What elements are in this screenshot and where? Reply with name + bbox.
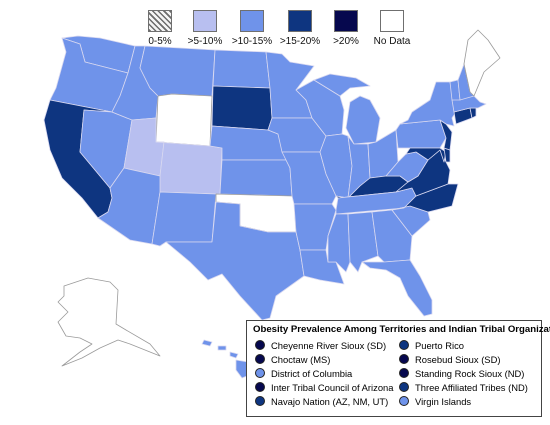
state-mt — [139, 45, 216, 97]
subgroup-name: Standing Rock Sioux (ND) — [415, 367, 525, 379]
subgroup-name: District of Columbia — [271, 367, 353, 379]
state-ak — [57, 277, 161, 367]
state-ks — [219, 159, 293, 197]
legend-item-15-20: >15-20% — [270, 10, 330, 47]
subgroup-legend-box: Obesity Prevalence Among Territories and… — [246, 320, 550, 417]
legend-swatch-hatched — [148, 10, 172, 32]
subgroup-item: Choctaw (MS) — [255, 353, 330, 365]
subgroup-dot — [399, 396, 409, 406]
subgroup-dot — [255, 382, 265, 392]
subgroup-item: Cheyenne River Sioux (SD) — [255, 339, 386, 351]
subgroup-dot — [399, 382, 409, 392]
subgroup-name: Choctaw (MS) — [271, 353, 331, 365]
legend-swatch — [380, 10, 404, 32]
legend-item-0-5: 0-5% — [130, 10, 190, 47]
state-mi — [345, 95, 381, 145]
state-az — [97, 167, 161, 245]
subgroup-item: Virgin Islands — [399, 395, 471, 407]
subgroup-name: Rosebud Sioux (SD) — [415, 353, 501, 365]
state-la — [299, 249, 345, 285]
legend-swatch — [193, 10, 217, 32]
subgroup-dot — [255, 340, 265, 350]
subgroup-dot — [255, 354, 265, 364]
subgroup-item: Three Affiliated Tribes (ND) — [399, 381, 528, 393]
state-nm — [151, 191, 217, 247]
state-ny — [399, 81, 457, 127]
state-me — [463, 29, 501, 97]
state-ar — [293, 203, 337, 251]
subgroup-legend-title: Obesity Prevalence Among Territories and… — [253, 324, 550, 335]
legend-label: 0-5% — [148, 36, 172, 47]
state-hi — [229, 351, 239, 359]
legend-item-5-10: >5-10% — [175, 10, 235, 47]
state-pa — [395, 119, 447, 149]
state-md — [405, 147, 447, 163]
state-ms — [327, 213, 351, 273]
subgroup-dot — [399, 368, 409, 378]
legend-item-10-15: >10-15% — [222, 10, 282, 47]
state-mi-upper — [313, 73, 371, 97]
subgroup-name: Cheyenne River Sioux (SD) — [271, 339, 387, 351]
subgroup-item: Inter Tribal Council of Arizona — [255, 381, 393, 393]
subgroup-item: Rosebud Sioux (SD) — [399, 353, 500, 365]
legend-label: >10-15% — [231, 36, 273, 47]
legend-item-20-plus: >20% — [316, 10, 376, 47]
legend-label: >5-10% — [187, 36, 223, 47]
subgroup-dot — [399, 354, 409, 364]
legend-swatch — [288, 10, 312, 32]
map-legend: 0-5% >5-10% >10-15% >15-20% >20% No Data — [0, 10, 550, 50]
state-sd — [211, 85, 273, 131]
state-wy — [155, 93, 213, 147]
state-hi — [201, 339, 213, 347]
legend-label: >20% — [333, 36, 359, 47]
state-nd — [212, 49, 271, 89]
legend-swatch — [240, 10, 264, 32]
subgroup-dot — [255, 396, 265, 406]
subgroup-item: District of Columbia — [255, 367, 352, 379]
state-co — [155, 141, 223, 195]
subgroup-dot — [255, 368, 265, 378]
subgroup-name: Three Affiliated Tribes (ND) — [415, 381, 528, 393]
state-tx — [165, 201, 305, 321]
subgroup-dot — [399, 340, 409, 350]
subgroup-name: Puerto Rico — [415, 339, 464, 351]
legend-label: >15-20% — [279, 36, 321, 47]
legend-label: No Data — [373, 36, 411, 47]
subgroup-item: Puerto Rico — [399, 339, 464, 351]
subgroup-name: Virgin Islands — [415, 395, 472, 407]
subgroup-name: Inter Tribal Council of Arizona — [271, 381, 394, 393]
legend-item-no-data: No Data — [362, 10, 422, 47]
subgroup-item: Standing Rock Sioux (ND) — [399, 367, 524, 379]
state-hi — [217, 345, 227, 351]
subgroup-item: Navajo Nation (AZ, NM, UT) — [255, 395, 388, 407]
legend-swatch — [334, 10, 358, 32]
state-fl — [361, 259, 433, 317]
subgroup-name: Navajo Nation (AZ, NM, UT) — [271, 395, 389, 407]
